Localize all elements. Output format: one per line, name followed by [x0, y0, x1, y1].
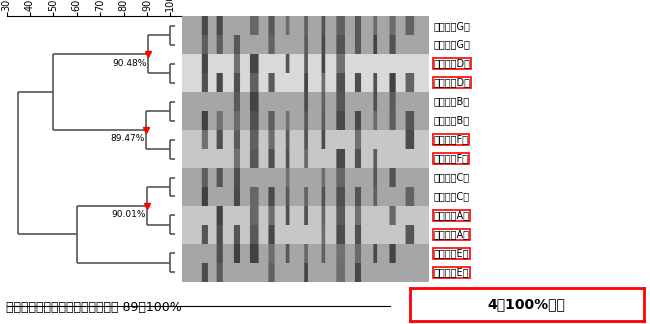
Text: 膣（患者F）: 膣（患者F） — [434, 154, 469, 164]
Text: 90.01%: 90.01% — [111, 210, 146, 219]
Text: 尿（患者D）: 尿（患者D） — [434, 59, 471, 69]
Text: 90.48%: 90.48% — [112, 59, 147, 67]
Text: 膣（患者D）: 膣（患者D） — [434, 78, 471, 87]
Text: 89.47%: 89.47% — [110, 134, 144, 144]
Text: 尿（患者F）: 尿（患者F） — [434, 134, 469, 145]
Text: 尿（患者A）: 尿（患者A） — [434, 211, 469, 220]
Text: 4組100%一致: 4組100%一致 — [488, 297, 566, 312]
Text: 膣（患者C）: 膣（患者C） — [434, 191, 469, 202]
Text: 膣（患者G）: 膣（患者G） — [434, 40, 471, 50]
Text: 尿（患者G）: 尿（患者G） — [434, 21, 471, 31]
Text: 膣（患者B）: 膣（患者B） — [434, 116, 469, 126]
Text: 尿（患者C）: 尿（患者C） — [434, 172, 469, 182]
Text: 膣（患者E）: 膣（患者E） — [434, 267, 469, 277]
Text: 患者毎の尿・膣の大腸菌：類似度 89〜100%: 患者毎の尿・膣の大腸菌：類似度 89〜100% — [6, 301, 182, 314]
Text: 尿（患者E）: 尿（患者E） — [434, 249, 469, 259]
Text: 尿（患者B）: 尿（患者B） — [434, 97, 469, 107]
Text: 膣（患者A）: 膣（患者A） — [434, 229, 469, 239]
